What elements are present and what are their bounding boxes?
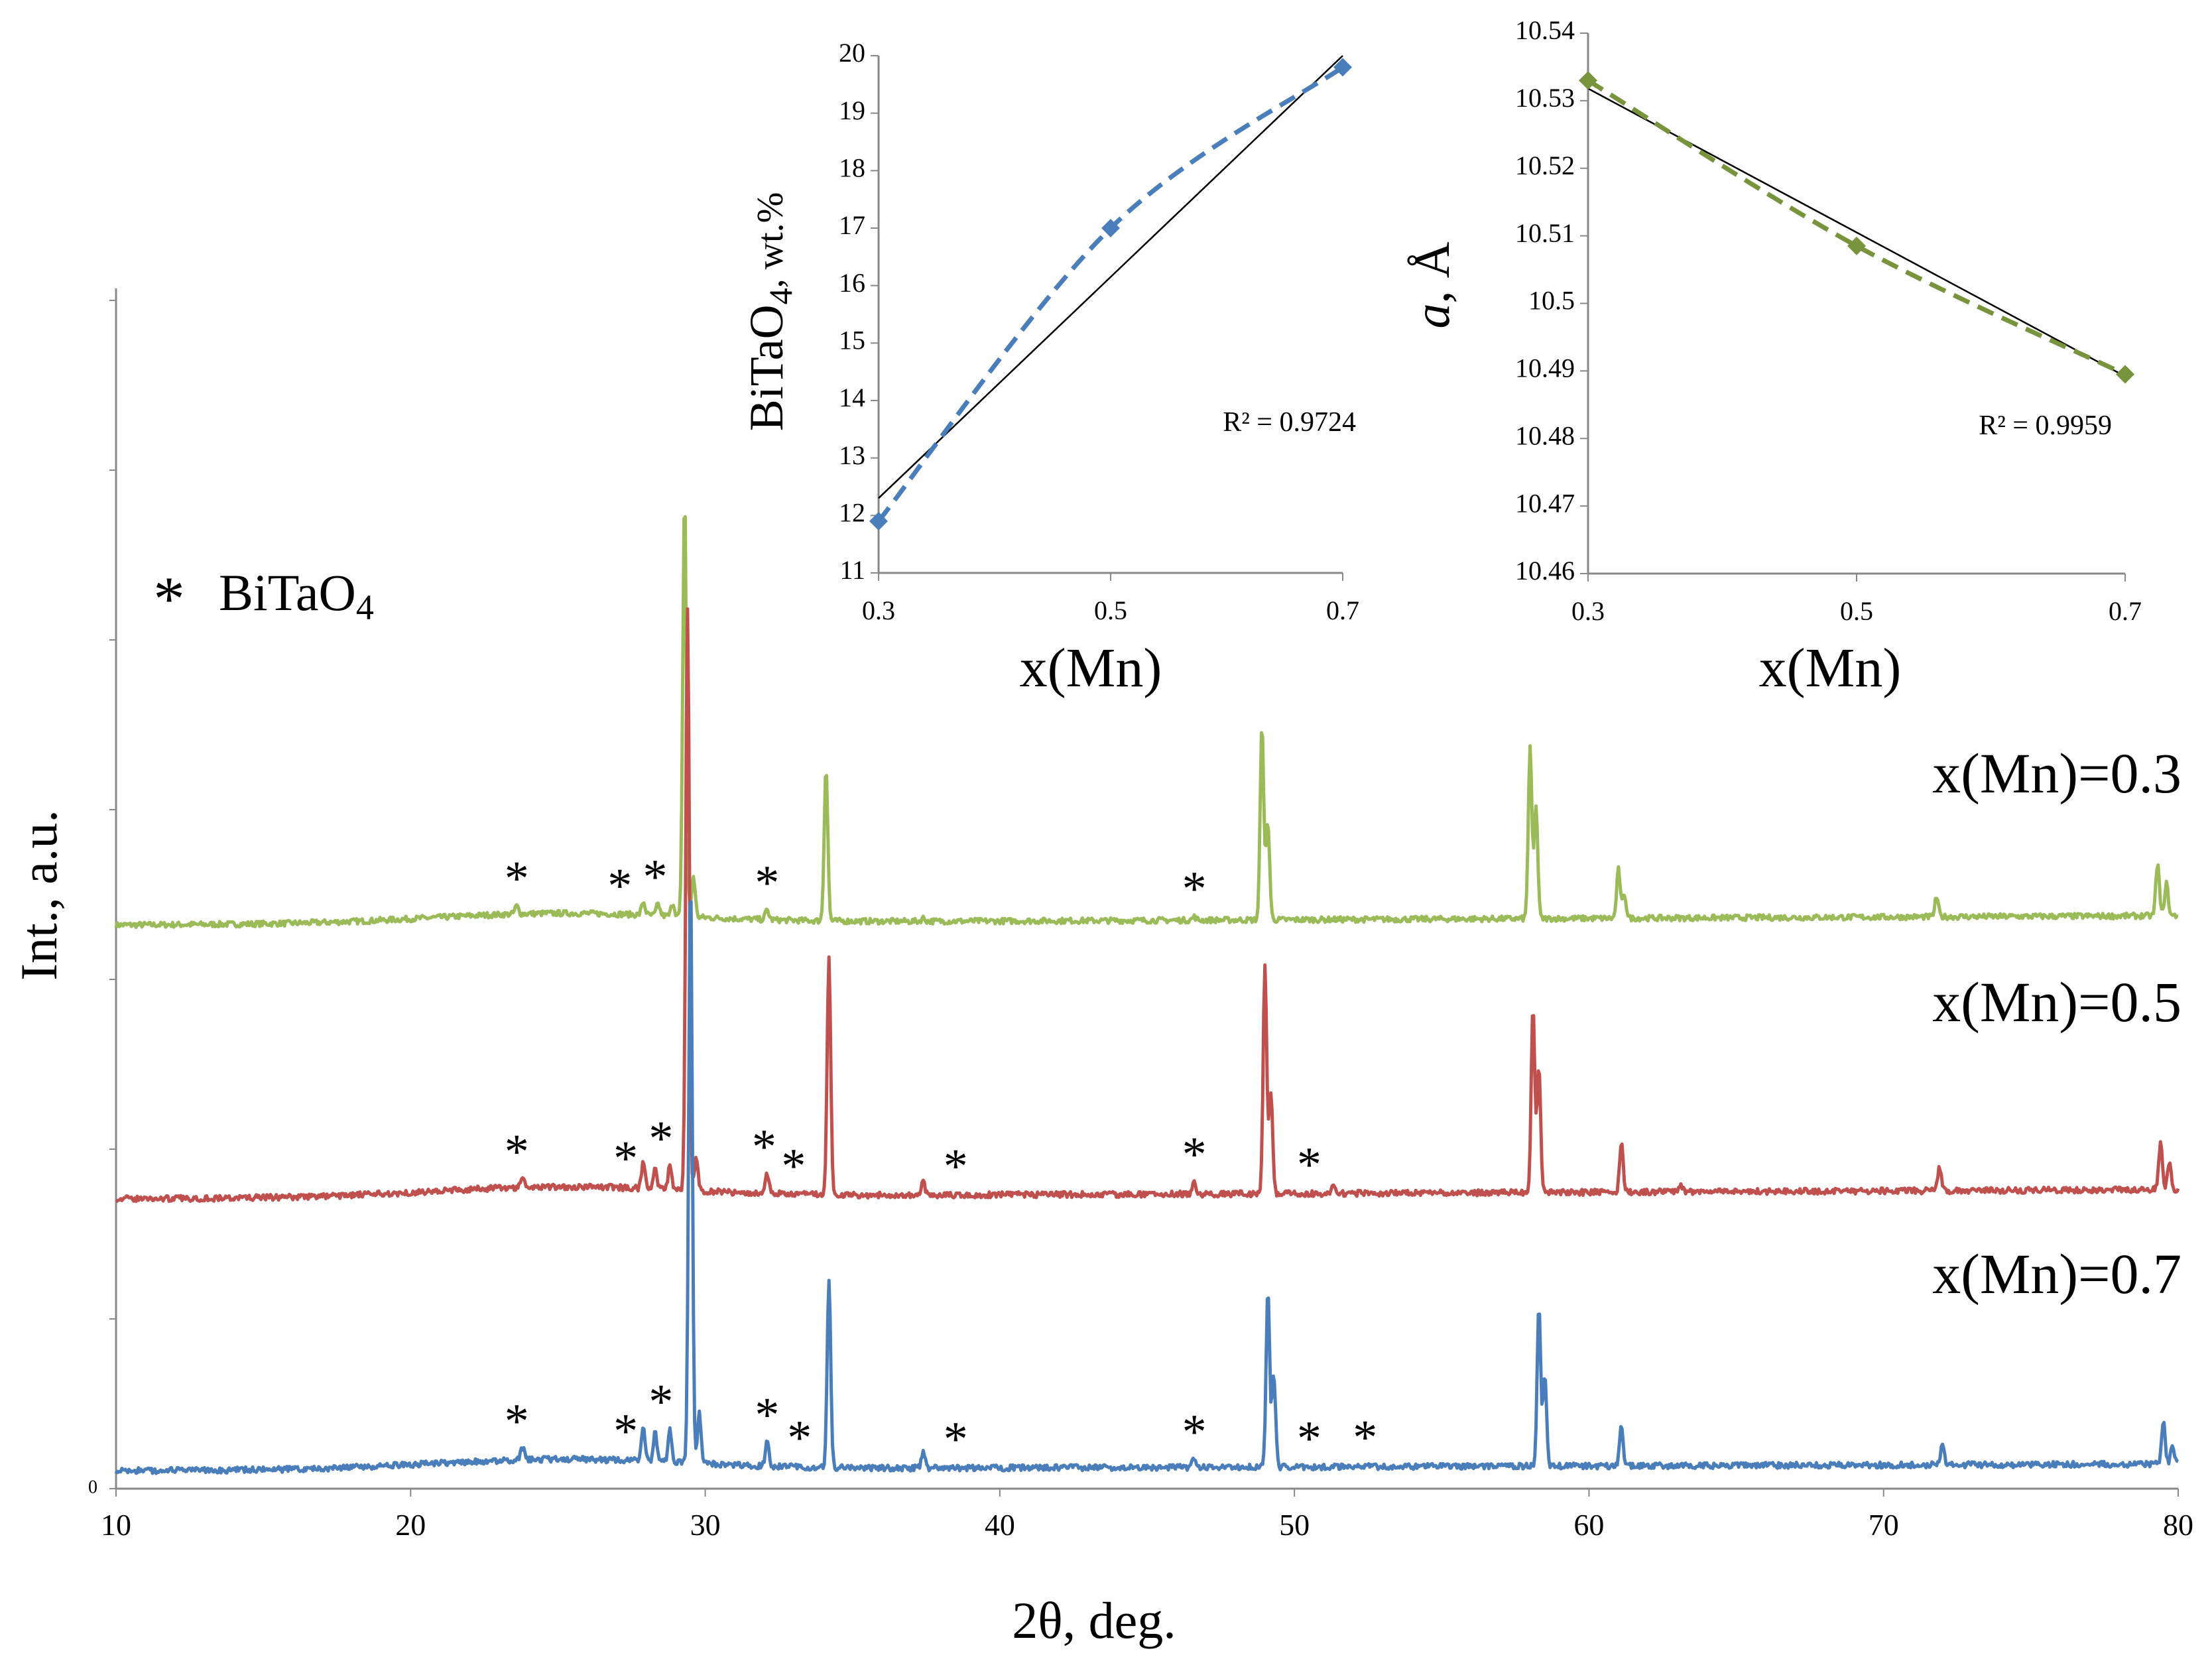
- inset-trendline: [1587, 88, 2126, 377]
- xrd-y-zero-label: 0: [88, 1477, 97, 1497]
- bitao4-star-marker: *: [1182, 1128, 1207, 1182]
- bitao4-star-marker: *: [648, 1112, 673, 1166]
- inset-data-point: [2116, 365, 2134, 384]
- bitao4-star-marker: *: [613, 1404, 638, 1459]
- bitao4-star-marker: *: [752, 1120, 776, 1174]
- inset-y-tick-label: 19: [839, 95, 865, 125]
- inset-y-tick-label: 11: [839, 555, 865, 585]
- xrd-x-tick-label: 10: [101, 1508, 131, 1542]
- inset-x-tick-label: 0.5: [1840, 596, 1873, 626]
- bitao4-star-marker: *: [1353, 1410, 1377, 1465]
- inset-y-tick-label: 13: [839, 440, 865, 470]
- inset-y-tick-label: 10.5: [1528, 286, 1575, 316]
- bitao4-star-marker: *: [607, 859, 632, 913]
- inset-y-tick-label: 10.54: [1515, 15, 1575, 45]
- xrd-chart: 10 20 30 40 50 60 70 80 * * * * ** * * * * * * ** ** * * * * * * …: [10, 288, 2193, 1649]
- inset-y-tick-label: 10.46: [1515, 556, 1575, 586]
- inset-y-tick-label: 10.51: [1515, 218, 1575, 248]
- series-label-0.3: x(Mn)=0.3: [1932, 741, 2181, 805]
- inset-bitao4-chart: 11 12 13 14 15 16 17 18 19 20 0.3 0.5 0.7 R² = 0.97…: [740, 38, 1359, 699]
- inset1-r2-label: R² = 0.9724: [1223, 407, 1356, 438]
- xrd-series-line-x(Mn)=0.3: [114, 515, 2179, 930]
- inset-y-tick-label: 10.53: [1515, 83, 1575, 113]
- inset-y-tick-label: 10.49: [1515, 353, 1575, 383]
- xrd-x-tick-label: 20: [395, 1508, 426, 1542]
- inset-y-tick-label: 17: [839, 210, 865, 240]
- bitao4-star-marker: *: [1297, 1412, 1321, 1466]
- inset-y-tick-label: 14: [839, 383, 865, 412]
- inset-y-tick-label: 20: [839, 38, 865, 68]
- bitao4-star-marker: *: [505, 1125, 529, 1179]
- xrd-x-tick-label: 50: [1279, 1508, 1310, 1542]
- inset-y-tick-label: 10.48: [1515, 420, 1575, 450]
- inset-y-tick-label: 15: [839, 326, 865, 355]
- bitao4-star-marker: *: [1297, 1138, 1321, 1192]
- inset-dashed-curve: [877, 65, 1344, 523]
- xrd-x-tick-label: 40: [985, 1508, 1015, 1542]
- bitao4-star-marker: *: [648, 1375, 673, 1429]
- bitao4-star-marker: *: [755, 1388, 779, 1442]
- inset-x-tick-label: 0.3: [862, 595, 895, 625]
- bitao4-star-marker: *: [613, 1132, 638, 1186]
- bitao4-star-marker: *: [944, 1139, 968, 1194]
- inset1-y-axis-label: BiTaO4, wt.%: [740, 192, 799, 432]
- xrd-series-line-x(Mn)=0.7: [114, 900, 2180, 1475]
- inset-y-tick-label: 10.47: [1515, 488, 1575, 518]
- inset2-y-axis-label: a, Å: [1404, 241, 1460, 328]
- xrd-series-line-x(Mn)=0.5: [115, 607, 2180, 1204]
- bitao4-star-marker: *: [781, 1139, 806, 1194]
- inset-data-point: [1847, 236, 1866, 255]
- inset2-r2-label: R² = 0.9959: [1979, 410, 2112, 441]
- bitao4-star-marker: *: [787, 1411, 812, 1465]
- bitao4-star-marker: *: [505, 851, 529, 906]
- series-label-0.5: x(Mn)=0.5: [1932, 970, 2181, 1034]
- inset-y-tick-label: 18: [839, 153, 865, 183]
- inset2-x-axis-label: x(Mn): [1759, 637, 1902, 699]
- inset-y-tick-label: 16: [839, 268, 865, 298]
- inset-x-tick-label: 0.7: [2109, 596, 2142, 626]
- inset2-background: [1588, 33, 2125, 574]
- inset-x-tick-label: 0.5: [1094, 595, 1127, 625]
- xrd-x-tick-label: 70: [1869, 1508, 1899, 1542]
- bitao4-star-marker: *: [643, 850, 668, 904]
- legend-label: BiTaO4: [219, 564, 374, 627]
- inset-data-point: [1333, 58, 1352, 77]
- inset-trendline: [878, 55, 1343, 499]
- xrd-y-axis-label: Int., a.u.: [10, 810, 68, 981]
- xrd-x-tick-label: 30: [690, 1508, 721, 1542]
- inset1-background: [879, 56, 1343, 573]
- series-label-0.7: x(Mn)=0.7: [1932, 1242, 2181, 1306]
- inset-data-point: [869, 512, 888, 530]
- bitao4-star-marker: *: [1182, 1405, 1207, 1459]
- inset-data-point: [1579, 71, 1597, 90]
- inset-y-tick-label: 12: [839, 498, 865, 528]
- inset1-x-axis-label: x(Mn): [1020, 637, 1162, 699]
- inset-dashed-curve: [1587, 78, 2126, 377]
- inset-x-tick-label: 0.7: [1326, 595, 1359, 625]
- xrd-legend: * BiTaO4: [153, 564, 374, 634]
- inset-data-point: [1101, 219, 1120, 237]
- bitao4-star-marker: *: [1182, 862, 1207, 916]
- inset-lattice-chart: 10.46 10.47 10.48 10.49 10.5 10.51 10.52 10.53 1…: [1404, 15, 2142, 699]
- legend-star-marker: *: [153, 564, 185, 634]
- bitao4-star-marker: *: [944, 1412, 968, 1467]
- xrd-x-tick-label: 60: [1573, 1508, 1604, 1542]
- xrd-x-tick-label: 80: [2163, 1508, 2193, 1542]
- bitao4-star-marker: *: [505, 1394, 529, 1449]
- bitao4-star-marker: *: [755, 856, 779, 910]
- inset-y-tick-label: 10.52: [1515, 151, 1575, 180]
- xrd-x-axis-label: 2θ, deg.: [1012, 1591, 1176, 1649]
- inset-x-tick-label: 0.3: [1571, 596, 1605, 626]
